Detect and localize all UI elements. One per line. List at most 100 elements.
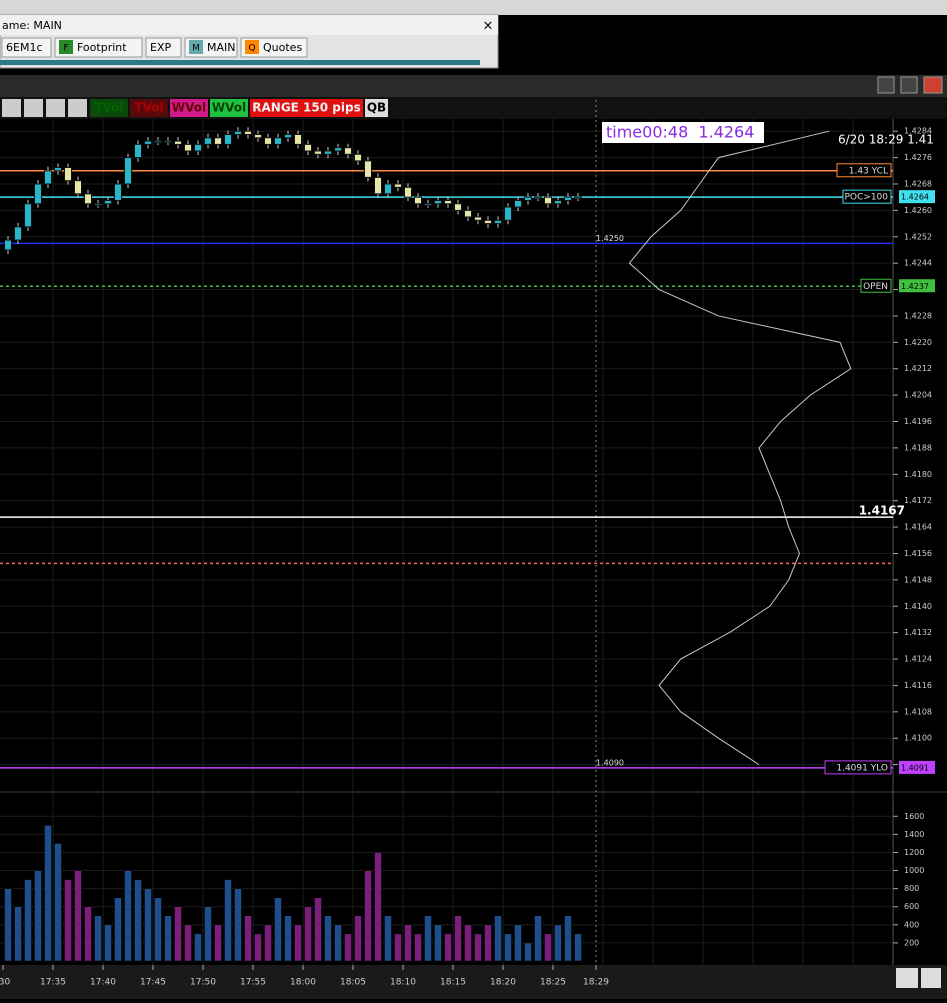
tool-icon[interactable]: [68, 99, 87, 117]
volume-bar: [284, 915, 292, 962]
minimize[interactable]: [877, 76, 895, 94]
candle: [164, 140, 172, 144]
tab[interactable]: [54, 37, 143, 58]
y-tick-label: 1.4108: [904, 707, 932, 716]
close[interactable]: [923, 76, 943, 94]
y-tick-label: 1.4100: [904, 734, 932, 743]
candle: [394, 183, 402, 188]
candle: [504, 206, 512, 221]
candle: [364, 160, 372, 178]
volume-bar: [144, 888, 152, 962]
tab-icon-label: Q: [248, 44, 255, 54]
x-tick-label: 18:20: [490, 978, 516, 988]
candle: [574, 196, 582, 200]
candle: [44, 170, 52, 185]
toolbar-button[interactable]: [210, 99, 248, 117]
window-title: ame: MAIN: [2, 19, 62, 32]
volume-bar: [84, 906, 92, 962]
volume-bar: [94, 915, 102, 962]
tab[interactable]: [1, 37, 52, 58]
candle: [484, 219, 492, 225]
y-tick-label: 1.4252: [904, 232, 932, 241]
candle: [214, 137, 222, 145]
close-button[interactable]: ×: [483, 19, 494, 34]
candle: [404, 186, 412, 198]
toolbar-button[interactable]: [365, 99, 388, 117]
volume-bar: [254, 933, 262, 962]
volume-bar: [24, 879, 32, 962]
tab-icon-label: M: [192, 44, 200, 54]
candle: [114, 183, 122, 201]
y-tick-label: 1600: [904, 812, 924, 821]
toolbar-button[interactable]: [250, 99, 363, 117]
toolbar-button[interactable]: [170, 99, 208, 117]
candle: [314, 150, 322, 155]
candle: [514, 199, 522, 208]
axis-tag: [899, 190, 935, 204]
level-label: OPEN: [863, 282, 888, 292]
tool-icon[interactable]: [46, 99, 65, 117]
candle: [424, 203, 432, 206]
candle: [34, 183, 42, 205]
tab[interactable]: [145, 37, 182, 58]
main-titlebar: [0, 15, 498, 35]
candle: [534, 196, 542, 200]
y-tick-label: 1.4268: [904, 179, 932, 188]
volume-bar: [174, 906, 182, 962]
volume-bar: [164, 915, 172, 962]
y-tick-label: 600: [904, 902, 919, 911]
volume-bar: [34, 870, 42, 962]
candle: [464, 209, 472, 218]
x-tick-label: 17:40: [90, 978, 116, 988]
volume-bar: [494, 915, 502, 962]
volume-bar: [564, 915, 572, 962]
toolbar-button[interactable]: [130, 99, 168, 117]
y-tick-label: 1.4172: [904, 496, 932, 505]
y-tick-label: 1.4148: [904, 575, 932, 584]
volume-bar: [424, 915, 432, 962]
level-label: POC>100: [844, 193, 888, 203]
volume-bar: [434, 924, 442, 962]
candle: [254, 133, 262, 139]
chart-titlebar: [0, 75, 947, 97]
candle: [244, 130, 252, 135]
tool-icon[interactable]: [2, 99, 21, 117]
volume-bar: [374, 852, 382, 962]
volume-bar: [364, 870, 372, 962]
volume-bar: [414, 933, 422, 962]
volume-bar: [324, 915, 332, 962]
refresh-button[interactable]: [896, 968, 918, 988]
volume-bar: [314, 897, 322, 962]
candle: [154, 140, 162, 144]
y-tick-label: 1400: [904, 830, 924, 839]
candle: [434, 199, 442, 205]
volume-bar: [404, 924, 412, 962]
candle: [324, 150, 332, 155]
tool-icon[interactable]: [24, 99, 43, 117]
volume-bar: [114, 897, 122, 962]
tab-icon-label: F: [63, 44, 68, 54]
x-tick-label: 18:15: [440, 978, 466, 988]
volume-bar: [74, 870, 82, 962]
volume-bar: [134, 879, 142, 962]
toolbar-button[interactable]: [90, 99, 128, 117]
tab-icon: [189, 40, 203, 54]
toolbar-label: TVol: [134, 101, 163, 115]
tab-label: 6EM1c: [6, 41, 43, 54]
x-tick-label: 18:29: [583, 978, 609, 988]
axis-label: 1.4167: [859, 504, 905, 518]
volume-bar: [384, 915, 392, 962]
candle: [224, 133, 232, 145]
level-tag: [836, 163, 892, 178]
volume-bar: [274, 897, 282, 962]
maximize[interactable]: [900, 76, 918, 94]
toolbar-label: QB: [367, 101, 386, 115]
toolbar-label: WVol: [172, 101, 206, 115]
tab-label: Quotes: [263, 41, 302, 54]
candle: [64, 166, 72, 182]
y-tick-label: 1200: [904, 848, 924, 857]
add-button[interactable]: [921, 968, 941, 988]
y-tick-label: 1.4188: [904, 443, 932, 452]
volume-bar: [234, 888, 242, 962]
candle: [14, 226, 22, 241]
